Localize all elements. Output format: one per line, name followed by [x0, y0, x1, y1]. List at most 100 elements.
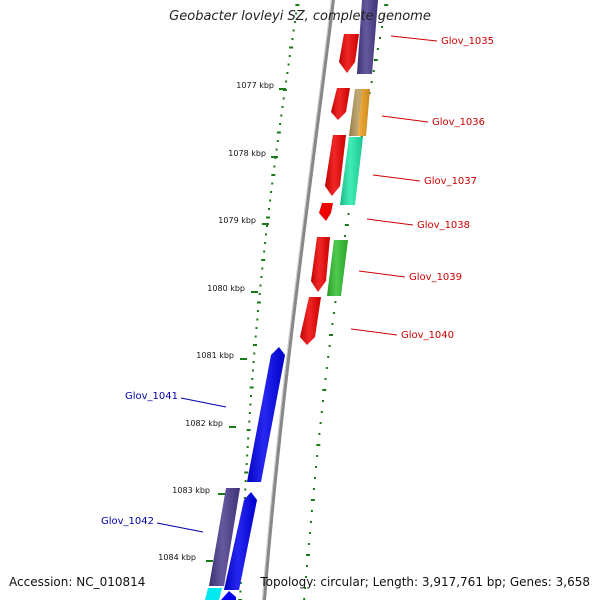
- gc-left-track-dot: [263, 250, 266, 253]
- gc-left-track-dot: [249, 403, 252, 406]
- gc-left-track-dot: [253, 352, 256, 355]
- gc-right-track-dot: [313, 488, 315, 490]
- cds-glov-1038-red: [319, 203, 333, 221]
- gc-right-track-dot: [344, 224, 349, 226]
- genome-title: Geobacter lovleyi SZ, complete genome: [169, 9, 431, 24]
- feature-shading: [209, 0, 378, 590]
- gene-label-glov-1041: Glov_1041: [125, 391, 178, 402]
- genome-backbone-highlight: [262, 0, 332, 600]
- gc-left-track-dot: [249, 386, 254, 389]
- leader-glov-1038: [366, 218, 414, 226]
- gc-left-track-dot: [246, 454, 249, 457]
- gc-right-track-dot: [376, 48, 379, 50]
- gc-right-track-dot: [307, 543, 310, 545]
- gc-left-track-dot: [282, 97, 285, 100]
- gc-right-track-dot: [383, 15, 386, 17]
- gc-right-track-dot: [310, 510, 313, 512]
- gc-left-track-dot: [246, 446, 249, 448]
- gc-left-track-dot: [271, 174, 276, 176]
- gc-left-track-dot: [279, 123, 282, 125]
- gene-label-glov-1040: Glov_1040: [401, 330, 454, 341]
- gc-left-track-dot: [259, 284, 262, 287]
- gc-left-track-dot: [295, 12, 298, 15]
- gc-right-track-dot: [316, 455, 319, 457]
- tick-label-1084: 1084 kbp: [158, 553, 196, 562]
- gc-right-track-dot: [309, 521, 312, 523]
- gc-right-track-dot: [319, 422, 322, 424]
- gc-right-track-dot: [329, 334, 333, 336]
- gc-left-track-dot: [252, 361, 255, 363]
- gc-left-track-dot: [289, 46, 294, 49]
- gc-left-track-dot: [276, 131, 281, 134]
- gc-right-track-dot: [381, 26, 383, 28]
- gc-right-track-dot: [308, 532, 311, 534]
- gc-right-track-dot: [327, 356, 330, 358]
- gc-left-track-dot: [291, 38, 294, 40]
- gc-left-track-dot: [266, 225, 268, 227]
- gc-left-track-dot: [260, 276, 263, 278]
- gene-label-glov-1039: Glov_1039: [409, 272, 462, 283]
- gc-left-track-dot: [251, 378, 254, 380]
- leader-glov-1041: [180, 397, 227, 408]
- gc-left-track-dot: [276, 140, 279, 142]
- gc-left-track-dot: [244, 480, 247, 482]
- gc-right-track-dot: [305, 576, 308, 578]
- gc-right-track-dot: [322, 389, 327, 391]
- gc-left-track-dot: [248, 420, 251, 423]
- gene-label-glov-1038: Glov_1038: [417, 220, 470, 231]
- gc-right-track-dot: [372, 70, 375, 72]
- gc-left-track-dot: [261, 267, 264, 270]
- tick-label-1078: 1078 kbp: [228, 149, 266, 158]
- gc-right-track-dot: [320, 411, 323, 413]
- gc-left-track-dot: [255, 327, 258, 329]
- cds-bottom-blue: [221, 591, 236, 600]
- gc-left-track-dot: [256, 301, 261, 304]
- gc-left-track-dot: [287, 63, 290, 66]
- gc-left-track-dot: [273, 165, 276, 168]
- ruler-ticks: [206, 88, 286, 562]
- gc-left-track-dot: [257, 310, 259, 312]
- gc-left-track-dot: [243, 497, 246, 499]
- tick-label-1081: 1081 kbp: [196, 351, 234, 360]
- gc-right-track-dot: [334, 301, 337, 303]
- gc-left-track-dot: [246, 429, 251, 431]
- gc-left-track-dot: [239, 590, 242, 593]
- gc-left-track-dot: [251, 369, 254, 372]
- gc-right-track-dot: [318, 433, 321, 435]
- tick-label-1083: 1083 kbp: [172, 486, 210, 495]
- tick-label-1080: 1080 kbp: [207, 284, 245, 293]
- leader-glov-1040: [350, 328, 398, 336]
- gc-right-track-dot: [316, 444, 321, 446]
- leader-glov-1039: [358, 270, 406, 278]
- genome-summary-text: Topology: circular; Length: 3,917,761 bp…: [260, 575, 590, 589]
- gc-right-track-dot: [322, 400, 324, 402]
- gc-left-track-dot: [295, 4, 300, 6]
- accession-text: Accession: NC_010814: [9, 575, 146, 589]
- gc-left-track-dot: [268, 208, 270, 210]
- gc-left-track-dot: [261, 259, 266, 261]
- leader-glov-1042: [156, 522, 204, 533]
- gc-left-track-dot: [245, 463, 248, 465]
- gc-left-track-dot: [258, 293, 261, 295]
- gc-right-track-dot: [310, 499, 315, 501]
- gc-right-track-dot: [384, 4, 389, 6]
- gc-left-track-dot: [256, 318, 259, 321]
- gc-left-track-dot: [292, 29, 295, 32]
- gc-right-track-dot: [314, 477, 316, 479]
- gc-left-track-dot: [244, 488, 247, 491]
- tick-label-1079: 1079 kbp: [218, 216, 256, 225]
- gene-label-glov-1036: Glov_1036: [432, 117, 485, 128]
- gc-left-track-dot: [244, 471, 249, 474]
- gc-right-track-dot: [304, 587, 307, 589]
- gc-right-track-dot: [306, 565, 308, 567]
- gc-right-track-dot: [331, 323, 334, 325]
- gene-label-glov-1035: Glov_1035: [441, 36, 494, 47]
- cds-bottom-cyan: [205, 588, 222, 600]
- gene-label-glov-1037: Glov_1037: [424, 176, 477, 187]
- leader-glov-1035: [390, 35, 438, 42]
- gc-right-track-dot: [344, 235, 347, 237]
- gc-right-track-dot: [370, 81, 373, 83]
- gc-left-track-dot: [285, 80, 288, 83]
